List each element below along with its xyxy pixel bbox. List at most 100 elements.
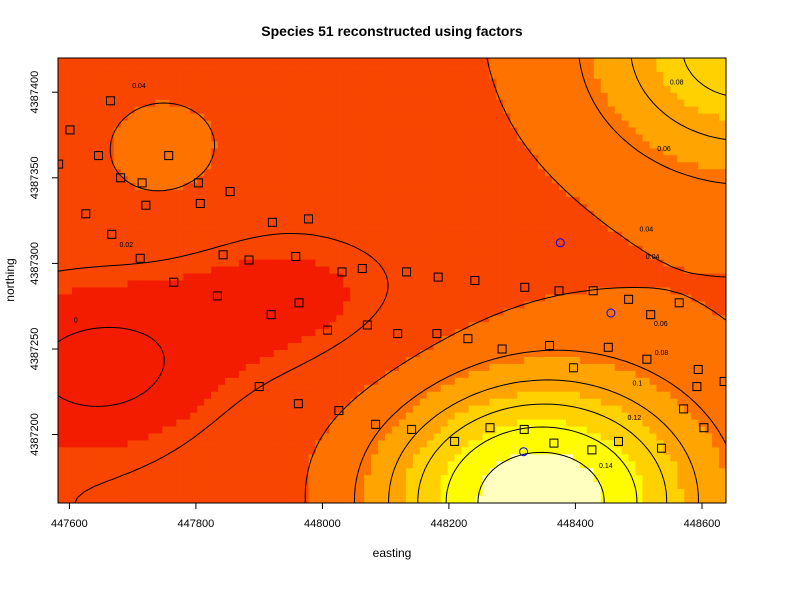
heatmap-cell xyxy=(552,113,560,122)
heatmap-cell xyxy=(412,315,421,323)
heatmap-cell xyxy=(621,343,630,351)
heatmap-cell xyxy=(64,356,73,365)
heatmap-cell xyxy=(190,294,198,302)
heatmap-cell xyxy=(357,294,365,302)
heatmap-cell xyxy=(663,350,671,358)
heatmap-cell xyxy=(141,176,150,184)
heatmap-cell xyxy=(698,134,706,143)
heatmap-cell xyxy=(503,162,511,170)
heatmap-cell xyxy=(259,266,268,275)
heatmap-cell xyxy=(183,356,191,365)
heatmap-cell xyxy=(461,315,470,323)
heatmap-cell xyxy=(155,280,163,289)
heatmap-cell xyxy=(294,259,303,268)
heatmap-cell xyxy=(322,391,330,400)
heatmap-cell xyxy=(586,322,595,330)
heatmap-cell xyxy=(301,169,310,177)
heatmap-cell xyxy=(635,92,644,101)
heatmap-cell xyxy=(92,120,101,129)
heatmap-cell xyxy=(294,148,303,156)
heatmap-cell xyxy=(106,113,115,122)
heatmap-cell xyxy=(719,231,726,240)
heatmap-cell xyxy=(218,350,226,358)
heatmap-cell xyxy=(614,71,623,80)
heatmap-cell xyxy=(385,356,393,365)
heatmap-cell xyxy=(635,363,644,372)
heatmap-cell xyxy=(225,127,233,136)
heatmap-cell xyxy=(691,350,699,358)
heatmap-cell xyxy=(531,99,539,108)
heatmap-cell xyxy=(343,217,351,226)
heatmap-cell xyxy=(190,190,198,198)
heatmap-cell xyxy=(712,301,720,309)
heatmap-cell xyxy=(684,141,692,149)
heatmap-cell xyxy=(162,127,170,136)
heatmap-cell xyxy=(231,197,240,205)
heatmap-cell xyxy=(412,273,421,282)
heatmap-cell xyxy=(155,148,163,156)
heatmap-cell xyxy=(593,92,602,101)
heatmap-cell xyxy=(155,287,163,295)
heatmap-cell xyxy=(64,384,73,393)
heatmap-cell xyxy=(371,155,379,163)
heatmap-cell xyxy=(238,64,247,73)
heatmap-cell xyxy=(475,259,484,268)
heatmap-cell xyxy=(496,329,504,337)
heatmap-cell xyxy=(538,308,546,316)
heatmap-cell xyxy=(412,336,421,344)
heatmap-cell xyxy=(698,64,706,73)
heatmap-cell xyxy=(378,176,386,184)
heatmap-cell xyxy=(572,336,581,344)
heatmap-cell xyxy=(545,148,553,156)
heatmap-cell xyxy=(218,377,226,386)
heatmap-cell xyxy=(468,266,477,275)
heatmap-cell xyxy=(524,280,532,289)
heatmap-cell xyxy=(468,71,477,80)
heatmap-cell xyxy=(559,412,567,421)
heatmap-cell xyxy=(385,391,393,400)
heatmap-cell xyxy=(559,155,567,163)
heatmap-cell xyxy=(190,127,198,136)
heatmap-cell xyxy=(607,190,616,198)
heatmap-cell xyxy=(294,162,303,170)
heatmap-cell xyxy=(231,217,240,226)
heatmap-cell xyxy=(628,238,637,247)
heatmap-cell xyxy=(684,238,692,247)
heatmap-cell xyxy=(218,405,226,414)
heatmap-cell xyxy=(572,113,581,122)
heatmap-cell xyxy=(398,370,407,379)
heatmap-cell xyxy=(705,294,713,302)
heatmap-cell xyxy=(628,391,637,400)
heatmap-cell xyxy=(294,287,303,295)
heatmap-cell xyxy=(99,141,108,149)
heatmap-cell xyxy=(454,85,463,94)
heatmap-cell xyxy=(405,197,414,205)
heatmap-cell xyxy=(426,155,435,163)
heatmap-cell xyxy=(663,78,671,87)
heatmap-cell xyxy=(419,245,428,254)
heatmap-cell xyxy=(392,301,400,309)
heatmap-cell xyxy=(266,280,275,289)
heatmap-cell xyxy=(531,113,539,122)
heatmap-cell xyxy=(461,217,470,226)
heatmap-cell xyxy=(524,217,532,226)
heatmap-cell xyxy=(280,294,289,302)
heatmap-cell xyxy=(398,336,407,344)
heatmap-cell xyxy=(586,162,595,170)
heatmap-cell xyxy=(607,58,616,66)
heatmap-cell xyxy=(475,106,484,115)
heatmap-cell xyxy=(78,155,87,163)
heatmap-cell xyxy=(113,71,122,80)
heatmap-cell xyxy=(593,127,602,136)
heatmap-cell xyxy=(496,162,504,170)
heatmap-cell xyxy=(204,183,212,191)
heatmap-cell xyxy=(656,197,664,205)
heatmap-cell xyxy=(482,363,491,372)
heatmap-cell xyxy=(225,210,233,219)
heatmap-cell xyxy=(113,377,122,386)
heatmap-cell xyxy=(238,197,247,205)
heatmap-cell xyxy=(385,155,393,163)
heatmap-cell xyxy=(440,273,449,282)
heatmap-cell xyxy=(698,197,706,205)
heatmap-cell xyxy=(301,204,310,212)
